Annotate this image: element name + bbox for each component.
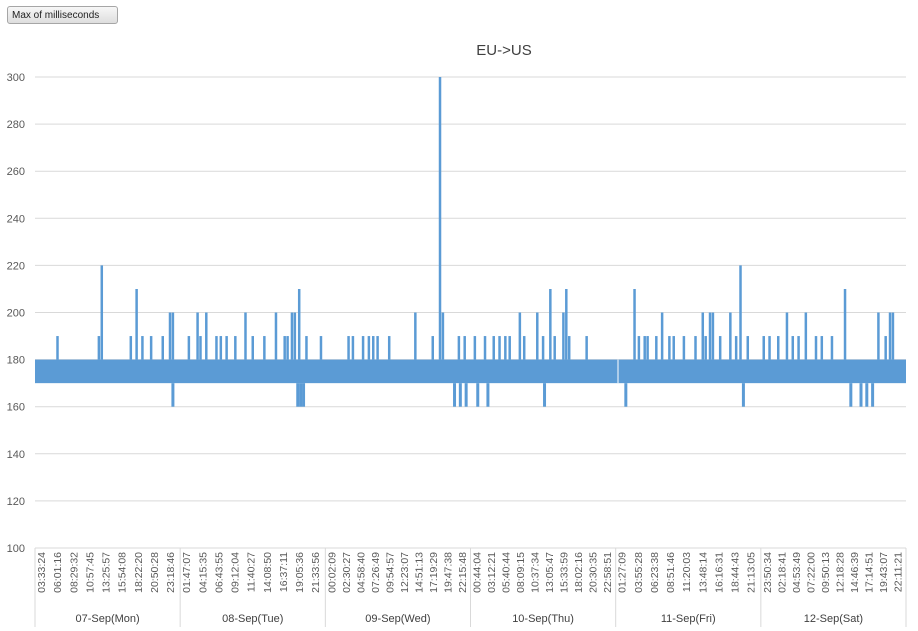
x-tick-label-4-4: 11:20:03	[681, 552, 693, 592]
y-tick-label-300: 300	[7, 72, 25, 84]
x-tick-label-0-5: 15:54:08	[117, 552, 129, 593]
x-tick-label-2-6: 14:51:13	[413, 552, 425, 593]
x-tick-label-5-4: 09:50:13	[820, 552, 832, 593]
field-button-max-of-milliseconds[interactable]: Max of milliseconds	[7, 6, 118, 24]
day-label-2: 09-Sep(Wed)	[365, 613, 430, 625]
x-tick-label-1-3: 09:12:04	[230, 552, 242, 593]
x-tick-label-0-0: 03:33:24	[36, 552, 48, 593]
x-axis: 03:33:24 06:01:16 08:29:32 10:57:45 13:25:57…	[34, 547, 907, 627]
y-gridlines	[35, 76, 906, 549]
x-tick-label-0-1: 06:01:16	[52, 552, 64, 593]
x-tick-label-3-8: 20:30:35	[588, 552, 600, 593]
x-tick-label-3-7: 18:02:16	[573, 552, 585, 593]
x-tick-label-2-5: 12:23:07	[399, 552, 411, 593]
x-tick-label-2-7: 17:19:29	[428, 552, 440, 593]
x-tick-label-2-0: 00:02:09	[326, 552, 338, 593]
x-tick-label-1-8: 21:33:56	[310, 552, 322, 593]
x-tick-label-1-7: 19:05:36	[294, 552, 306, 593]
y-tick-label-100: 100	[7, 543, 25, 555]
series-baseline-band	[35, 359, 906, 384]
x-tick-label-2-3: 07:26:49	[370, 552, 382, 593]
x-tick-label-3-2: 05:40:44	[501, 552, 513, 593]
y-tick-label-240: 240	[7, 213, 25, 225]
y-tick-label-260: 260	[7, 166, 25, 178]
day-label-4: 11-Sep(Fri)	[661, 613, 716, 625]
x-tick-label-5-5: 12:18:28	[834, 552, 846, 593]
series-line	[35, 77, 906, 407]
x-tick-label-5-2: 04:53:49	[791, 552, 803, 593]
x-tick-label-1-6: 16:37:11	[278, 552, 290, 592]
x-tick-label-0-8: 23:18:46	[165, 552, 177, 593]
day-label-5: 12-Sep(Sat)	[804, 613, 863, 625]
x-tick-label-4-8: 21:13:05	[746, 552, 758, 593]
x-tick-label-4-6: 16:16:31	[713, 552, 725, 593]
x-tick-label-4-1: 03:55:28	[633, 552, 645, 593]
x-tick-label-5-8: 19:43:07	[878, 552, 890, 593]
x-tick-label-4-0: 01:27:09	[617, 552, 629, 593]
x-tick-label-5-3: 07:22:00	[805, 552, 817, 593]
x-tick-label-4-5: 13:48:14	[697, 552, 709, 593]
x-tick-label-3-1: 03:12:21	[486, 552, 498, 593]
day-label-3: 10-Sep(Thu)	[512, 613, 574, 625]
x-tick-label-5-6: 14:46:39	[849, 552, 861, 593]
y-tick-label-140: 140	[7, 449, 25, 461]
x-tick-label-1-5: 14:08:50	[262, 552, 274, 593]
x-tick-label-3-9: 22:58:51	[602, 552, 614, 593]
x-tick-label-0-7: 20:50:28	[149, 552, 161, 593]
x-tick-label-3-3: 08:09:15	[515, 552, 527, 593]
y-tick-label-200: 200	[7, 308, 25, 320]
x-tick-label-2-2: 04:58:40	[355, 552, 367, 593]
x-tick-label-5-7: 17:14:51	[863, 552, 875, 593]
x-tick-label-0-6: 18:22:20	[133, 552, 145, 593]
chart-title: EU->US	[476, 42, 531, 59]
day-label-1: 08-Sep(Tue)	[222, 613, 283, 625]
x-tick-label-1-0: 01:47:07	[181, 552, 193, 593]
x-tick-label-0-3: 10:57:45	[84, 552, 96, 593]
y-tick-label-160: 160	[7, 402, 25, 414]
x-tick-label-2-9: 22:15:48	[457, 552, 469, 593]
x-tick-label-0-2: 08:29:32	[68, 552, 80, 593]
x-tick-label-2-4: 09:54:57	[384, 552, 396, 593]
x-tick-label-4-2: 06:23:38	[649, 552, 661, 593]
x-tick-label-3-0: 00:44:04	[472, 552, 484, 593]
x-tick-label-4-7: 18:44:43	[730, 552, 742, 593]
x-tick-label-2-8: 19:47:38	[442, 552, 454, 593]
x-tick-label-5-1: 02:18:41	[776, 552, 788, 593]
y-tick-label-120: 120	[7, 496, 25, 508]
x-tick-label-3-6: 15:33:59	[559, 552, 571, 593]
y-axis-tick-labels: 100 120 140 160 180 200 220 240 260 280 300	[7, 72, 25, 555]
y-tick-label-220: 220	[7, 260, 25, 272]
x-tick-label-2-1: 02:30:27	[341, 552, 353, 593]
x-tick-label-0-4: 13:25:57	[101, 552, 113, 593]
x-tick-label-3-5: 13:05:47	[544, 552, 556, 593]
x-tick-label-5-0: 23:50:34	[762, 552, 774, 593]
day-label-0: 07-Sep(Mon)	[75, 613, 139, 625]
x-tick-label-1-1: 04:15:35	[197, 552, 209, 593]
y-tick-label-280: 280	[7, 119, 25, 131]
y-tick-label-180: 180	[7, 355, 25, 367]
x-tick-label-3-4: 10:37:34	[530, 552, 542, 593]
x-tick-label-1-2: 06:43:55	[213, 552, 225, 593]
x-tick-label-5-9: 22:11:21	[892, 552, 904, 592]
x-tick-label-4-3: 08:51:46	[665, 552, 677, 593]
x-tick-label-1-4: 11:40:27	[246, 552, 258, 592]
